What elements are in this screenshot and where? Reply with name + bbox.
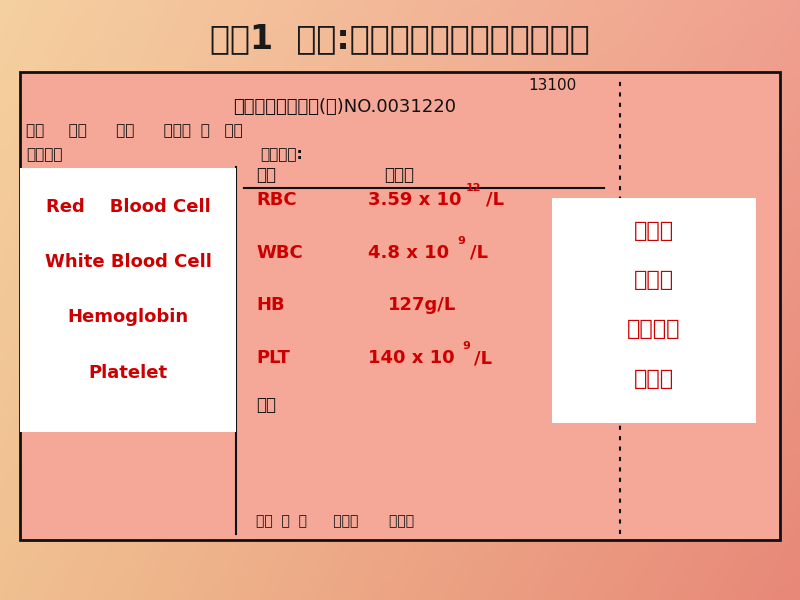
Text: Hemoglobin: Hemoglobin <box>67 308 189 326</box>
Text: 项目: 项目 <box>256 166 276 184</box>
FancyBboxPatch shape <box>552 198 756 423</box>
FancyBboxPatch shape <box>20 72 780 540</box>
Text: 140 x 10: 140 x 10 <box>368 349 454 367</box>
Text: /L: /L <box>474 349 492 367</box>
Text: 医院检验科报告单(一)NO.0031220: 医院检验科报告单(一)NO.0031220 <box>233 98 456 116</box>
Text: White Blood Cell: White Blood Cell <box>45 253 211 271</box>
Text: 血小板: 血小板 <box>634 368 674 389</box>
Text: RBC: RBC <box>256 191 297 209</box>
Text: 观察1  思考:血液中可能含有哪些成分？: 观察1 思考:血液中可能含有哪些成分？ <box>210 22 590 55</box>
Text: 姓名     性别      年龄      病案号  科   病房: 姓名 性别 年龄 病案号 科 病房 <box>26 123 243 138</box>
Text: 检查结果:: 检查结果: <box>260 147 302 162</box>
Text: PLT: PLT <box>256 349 290 367</box>
Text: 红细胞: 红细胞 <box>634 221 674 241</box>
Text: 血红蛋白: 血红蛋白 <box>627 319 681 340</box>
Text: /L: /L <box>470 244 488 262</box>
Text: 9: 9 <box>462 341 470 351</box>
Text: Red    Blood Cell: Red Blood Cell <box>46 198 210 216</box>
Text: 白细胞: 白细胞 <box>634 270 674 290</box>
Text: Platelet: Platelet <box>89 364 167 382</box>
Text: 13100: 13100 <box>528 78 576 92</box>
FancyBboxPatch shape <box>20 168 236 432</box>
Text: /L: /L <box>486 191 504 209</box>
Text: WBC: WBC <box>256 244 302 262</box>
Text: 3.59 x 10: 3.59 x 10 <box>368 191 462 209</box>
Text: 127g/L: 127g/L <box>388 296 456 314</box>
Text: 临床诊断: 临床诊断 <box>26 147 63 162</box>
Text: HB: HB <box>256 296 285 314</box>
Text: 12: 12 <box>466 183 481 193</box>
Text: 报告: 报告 <box>256 396 276 414</box>
Text: 测定值: 测定值 <box>384 166 414 184</box>
Text: 9: 9 <box>458 236 466 245</box>
Text: 日期  月  日      检验者       报告者: 日期 月 日 检验者 报告者 <box>256 514 414 528</box>
Text: 4.8 x 10: 4.8 x 10 <box>368 244 449 262</box>
